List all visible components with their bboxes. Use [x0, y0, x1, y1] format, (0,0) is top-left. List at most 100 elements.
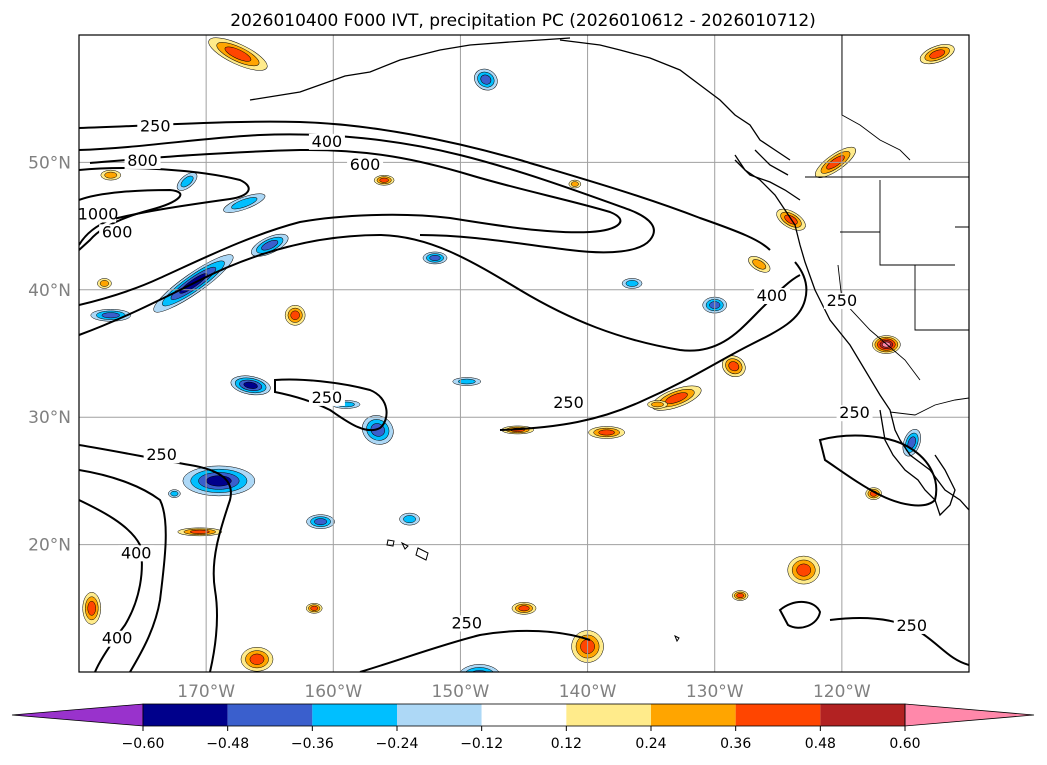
border-alaska-canada	[841, 35, 911, 161]
precip-area-band	[457, 378, 476, 385]
precip-area	[399, 512, 420, 526]
ivt-contour-label: 1000	[78, 204, 119, 223]
precip-area	[722, 355, 746, 378]
colorbar-extend-low	[11, 703, 144, 727]
precip-area	[208, 37, 268, 71]
precip-area	[588, 426, 625, 439]
precip-area	[373, 174, 395, 186]
ivt-contour-label-bg	[347, 156, 384, 173]
colorbar-tick-label: −0.48	[206, 736, 249, 752]
precip-area-band	[314, 518, 328, 526]
colorbar-swatch	[397, 704, 482, 726]
precip-area	[748, 256, 771, 273]
precip-area-band	[99, 280, 109, 287]
precip-area	[621, 278, 643, 289]
precip-area-band	[180, 175, 194, 188]
precip-area-band	[796, 563, 812, 577]
coastline-north-america	[734, 154, 969, 511]
lon-tick-label: 140°W	[559, 682, 617, 702]
ivt-contour-250-north	[79, 120, 771, 251]
precip-area	[647, 400, 668, 409]
precip-area-band	[570, 181, 579, 187]
precip-area-band	[224, 46, 252, 62]
precip-area	[168, 489, 181, 498]
island-hawaii-main	[415, 547, 429, 561]
map-background	[79, 35, 969, 672]
ivt-contour-label-bg	[80, 206, 117, 223]
precip-area-band	[465, 667, 494, 672]
ivt-contour-label: 250	[553, 393, 584, 412]
ivt-contour-label: 250	[839, 403, 870, 422]
precip-area-band	[518, 605, 530, 612]
border-usa-mexico	[889, 397, 969, 416]
precip-area-band	[625, 280, 639, 287]
precip-area	[82, 592, 101, 625]
chart-title: 2026010400 F000 IVT, precipitation PC (2…	[230, 11, 816, 31]
lat-axis-labels: 20°N 30°N 40°N 50°N	[28, 153, 71, 555]
precip-area-band	[480, 74, 492, 85]
precip-area-band	[651, 401, 664, 408]
lat-tick-label: 30°N	[28, 408, 71, 428]
colorbar-tick-label: −0.36	[291, 736, 334, 752]
precip-area-band	[736, 593, 744, 599]
ivt-contour-400-north	[79, 133, 655, 254]
precip-area	[97, 278, 112, 289]
precip-area-band	[752, 259, 767, 270]
lon-tick-label: 170°W	[177, 682, 235, 702]
precip-area	[182, 465, 256, 497]
ivt-contour-label-bg	[308, 389, 345, 406]
precip-area	[176, 172, 198, 191]
precip-area-band	[249, 653, 265, 665]
precip-area	[568, 179, 582, 189]
precip-area	[284, 305, 306, 326]
ivt-contour-label: 400	[102, 629, 133, 648]
precip-area-band	[929, 49, 946, 59]
coastlines	[249, 37, 969, 517]
island-hawaii-oahu	[400, 541, 409, 550]
ivt-contour-label: 250	[897, 616, 928, 635]
ivt-contour-250-gulf	[818, 434, 938, 507]
colorbar-tick-label: −0.60	[122, 736, 165, 752]
lon-tick-label: 120°W	[813, 682, 871, 702]
ivt-contour-label-bg	[550, 395, 587, 412]
colorbar-tick-label: 0.36	[720, 736, 751, 752]
ivt-contour-label-bg	[823, 293, 860, 310]
precip-area-band	[104, 171, 118, 179]
islands	[386, 539, 680, 643]
colorbar-swatch	[227, 704, 313, 726]
ivt-contour-400-central	[79, 233, 801, 352]
precip-area-band	[290, 310, 300, 320]
coastline-alaska	[249, 37, 791, 161]
colorbar: −0.60 −0.48 −0.36 −0.24 −0.12 0.12 0.24 0.36 0.4…	[11, 703, 1035, 752]
ivt-contour-label-bg	[448, 615, 485, 632]
precip-area-band	[429, 255, 441, 261]
precip-area	[787, 555, 820, 585]
ivt-contour-label-bg	[99, 630, 136, 647]
ivt-contour-400-sw	[79, 469, 167, 672]
precip-area	[306, 514, 335, 529]
ivt-contour-label: 400	[757, 286, 788, 305]
colorbar-frame	[142, 703, 906, 727]
precip-area	[452, 377, 482, 386]
colorbar-swatch	[143, 704, 228, 726]
precip-area	[919, 44, 955, 65]
colorbar-swatch	[312, 704, 397, 726]
lon-tick-label: 150°W	[432, 682, 490, 702]
ivt-contour-label-bg	[893, 617, 930, 634]
graticule	[79, 35, 969, 672]
ivt-contour-label: 250	[452, 613, 483, 632]
colorbar-tick-label: 0.24	[635, 736, 666, 752]
precip-area-band	[101, 312, 120, 319]
precip-area-band	[170, 490, 179, 497]
colorbar-tick-label: −0.12	[460, 736, 503, 752]
colorbar-swatch	[735, 704, 821, 726]
precip-area	[177, 527, 223, 537]
lon-tick-label: 160°W	[304, 682, 362, 702]
map-frame	[78, 34, 970, 673]
precip-area-band	[189, 529, 210, 534]
ivt-contour-label-bg	[143, 447, 180, 464]
ivt-contour-label-bg	[99, 224, 136, 241]
